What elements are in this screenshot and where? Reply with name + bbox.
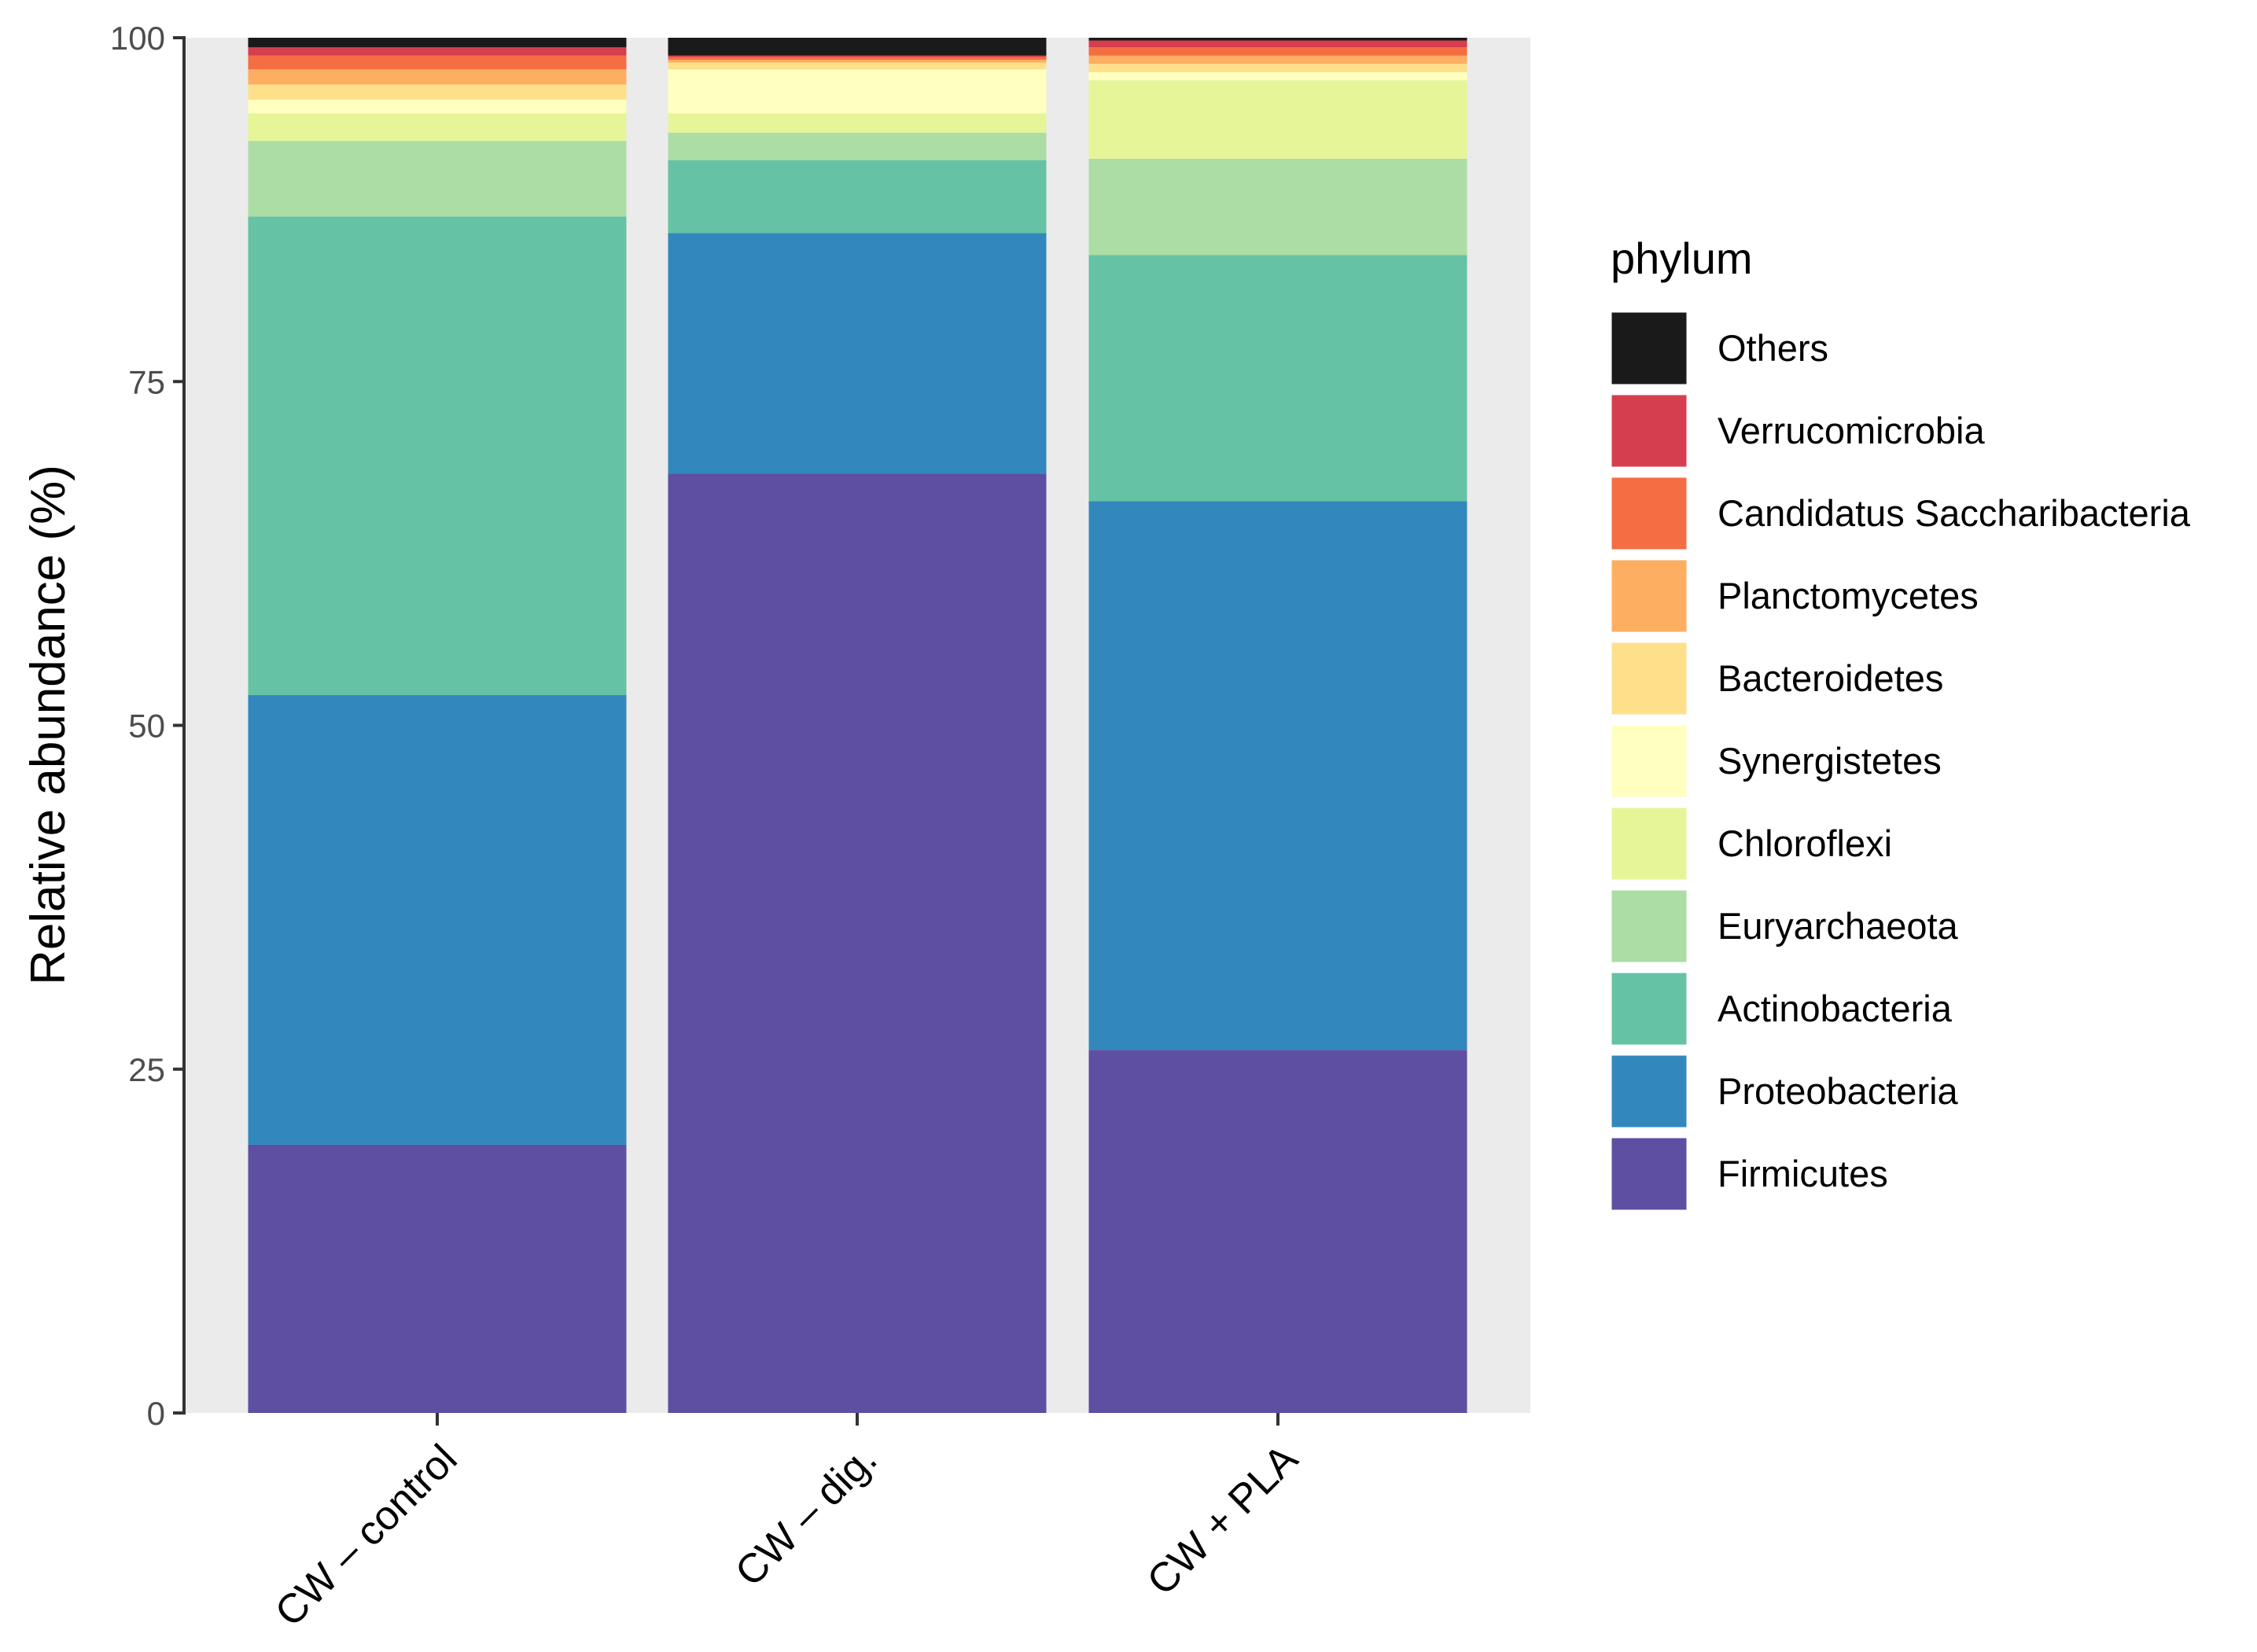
legend-label: Synergistetes xyxy=(1718,740,1942,782)
bar-segment-actinobacteria xyxy=(1088,255,1467,502)
bar-segment-firmicutes xyxy=(248,1144,627,1413)
legend-label: Actinobacteria xyxy=(1718,988,1953,1029)
bar-segment-bacteroidetes xyxy=(1088,64,1467,72)
x-category-label: CW + PLA xyxy=(1139,1436,1307,1604)
legend-label: Verrucomicrobia xyxy=(1718,410,1985,451)
bar-segment-firmicutes xyxy=(1088,1050,1467,1413)
legend: Others Verrucomicrobia Candidatus Sacchari… xyxy=(1609,310,2191,1212)
y-tick-label: 0 xyxy=(147,1395,165,1432)
legend-swatch xyxy=(1609,475,1689,552)
bar-segment-candidatus-saccharibacteria xyxy=(248,55,627,70)
legend-label: Bacteroidetes xyxy=(1718,657,1943,699)
legend-swatch xyxy=(1609,805,1689,882)
legend-item: Euryarchaeota xyxy=(1609,888,1959,965)
bar-segment-proteobacteria xyxy=(1088,501,1467,1050)
legend-item: Synergistetes xyxy=(1609,723,1942,800)
legend-item: Planctomycetes xyxy=(1609,557,1979,635)
legend-item: Chloroflexi xyxy=(1609,805,1892,882)
bar-segment-actinobacteria xyxy=(668,160,1047,234)
legend-item: Verrucomicrobia xyxy=(1609,392,1985,469)
legend-swatch xyxy=(1609,970,1689,1047)
bar-segment-synergistetes xyxy=(1088,72,1467,81)
bars xyxy=(248,38,1467,1413)
legend-swatch xyxy=(1609,557,1689,635)
bar-segment-bacteroidetes xyxy=(668,62,1047,70)
y-tick-label: 75 xyxy=(128,363,165,400)
legend-item: Others xyxy=(1609,310,1828,387)
bar-segment-planctomycetes xyxy=(1088,55,1467,64)
bar-segment-verrucomicrobia xyxy=(668,55,1047,57)
y-tick-label: 25 xyxy=(128,1051,165,1088)
legend-swatch xyxy=(1609,392,1689,469)
bar-stack xyxy=(248,38,627,1413)
bar-segment-euryarchaeota xyxy=(1088,158,1467,256)
bar-segment-planctomycetes xyxy=(668,59,1047,63)
bar-segment-actinobacteria xyxy=(248,216,627,696)
y-axis-title: Relative abundance (%) xyxy=(21,465,75,985)
bar-segment-planctomycetes xyxy=(248,69,627,85)
bar-segment-others xyxy=(1088,38,1467,41)
legend-swatch xyxy=(1609,723,1689,800)
bar-segment-others xyxy=(248,38,627,48)
y-tick-label: 100 xyxy=(110,20,165,57)
legend-title: phylum xyxy=(1611,234,1753,283)
legend-label: Firmicutes xyxy=(1718,1153,1888,1194)
bar-stack xyxy=(1088,38,1467,1413)
bar-segment-firmicutes xyxy=(668,473,1047,1413)
legend-item: Proteobacteria xyxy=(1609,1053,1959,1130)
x-category-label: CW – control xyxy=(267,1436,466,1635)
bar-segment-chloroflexi xyxy=(668,113,1047,133)
legend-item: Actinobacteria xyxy=(1609,970,1953,1047)
x-category-label: CW – dig. xyxy=(727,1436,885,1595)
bar-segment-chloroflexi xyxy=(1088,80,1467,159)
bar-segment-chloroflexi xyxy=(248,113,627,142)
legend-swatch xyxy=(1609,1053,1689,1130)
bar-segment-euryarchaeota xyxy=(668,132,1047,160)
legend-swatch xyxy=(1609,640,1689,717)
legend-swatch xyxy=(1609,310,1689,387)
y-tick-label: 50 xyxy=(128,708,165,745)
legend-label: Chloroflexi xyxy=(1718,822,1892,864)
bar-segment-bacteroidetes xyxy=(248,84,627,100)
bar-segment-euryarchaeota xyxy=(248,141,627,217)
bar-segment-others xyxy=(668,38,1047,56)
bar-segment-candidatus-saccharibacteria xyxy=(1088,47,1467,56)
legend-label: Euryarchaeota xyxy=(1718,905,1959,947)
legend-item: Bacteroidetes xyxy=(1609,640,1943,717)
bar-stack xyxy=(668,38,1047,1413)
legend-label: Others xyxy=(1718,327,1828,369)
bar-segment-candidatus-saccharibacteria xyxy=(668,57,1047,60)
bar-segment-verrucomicrobia xyxy=(1088,40,1467,48)
bar-segment-verrucomicrobia xyxy=(248,47,627,56)
legend-label: Proteobacteria xyxy=(1718,1070,1959,1112)
bar-segment-synergistetes xyxy=(248,99,627,114)
legend-swatch xyxy=(1609,888,1689,965)
legend-swatch xyxy=(1609,1135,1689,1212)
legend-item: Firmicutes xyxy=(1609,1135,1888,1212)
legend-label: Planctomycetes xyxy=(1718,575,1979,616)
bar-segment-proteobacteria xyxy=(668,233,1047,474)
bar-segment-synergistetes xyxy=(668,69,1047,114)
bar-segment-proteobacteria xyxy=(248,695,627,1145)
legend-item: Candidatus Saccharibacteria xyxy=(1609,475,2191,552)
legend-label: Candidatus Saccharibacteria xyxy=(1718,492,2191,534)
